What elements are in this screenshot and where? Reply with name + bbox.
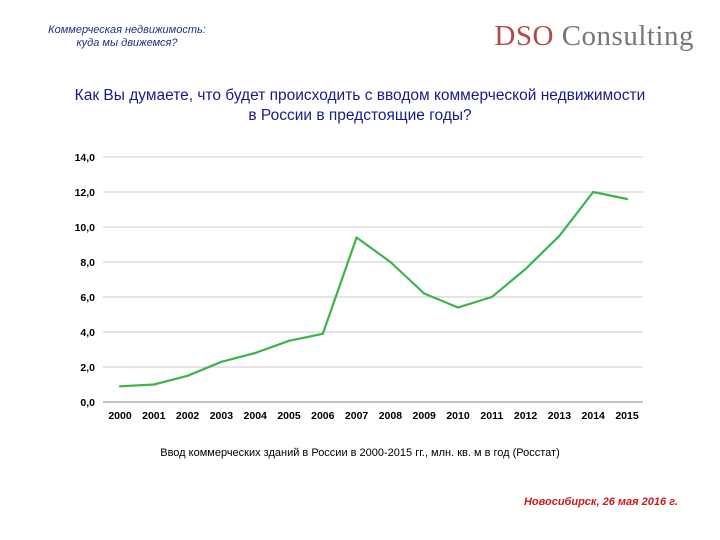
data-point xyxy=(186,374,189,377)
dso-consulting-logo: DSO Consulting xyxy=(494,20,694,53)
data-point xyxy=(423,292,426,295)
x-tick-label: 2010 xyxy=(446,410,470,422)
y-tick-label: 12,0 xyxy=(75,187,96,199)
x-tick-label: 2013 xyxy=(548,410,572,422)
location-date-footer: Новосибирск, 26 мая 2016 г. xyxy=(523,496,678,508)
data-point xyxy=(558,234,561,237)
x-tick-label: 2008 xyxy=(379,410,403,422)
y-tick-label: 4,0 xyxy=(80,327,95,339)
y-tick-label: 10,0 xyxy=(75,222,96,234)
logo-brand: DSO xyxy=(494,20,554,52)
data-point xyxy=(524,267,527,271)
chart-caption: Ввод коммерческих зданий в России в 2000… xyxy=(160,447,560,459)
data-point xyxy=(220,360,223,363)
x-tick-label: 2001 xyxy=(142,410,166,422)
x-tick-label: 2000 xyxy=(108,410,132,422)
presentation-topic: Коммерческая недвижимость: куда мы движе… xyxy=(22,24,232,50)
logo-rest: Consulting xyxy=(561,20,694,52)
data-point xyxy=(287,339,291,342)
y-tick-label: 6,0 xyxy=(80,292,95,304)
x-tick-label: 2014 xyxy=(582,410,606,422)
data-point xyxy=(118,385,122,388)
x-tick-label: 2006 xyxy=(311,410,335,422)
x-tick-label: 2009 xyxy=(413,410,437,422)
x-tick-label: 2005 xyxy=(277,410,301,422)
y-tick-label: 8,0 xyxy=(80,257,95,269)
topic-line-2: куда мы движемся? xyxy=(76,37,178,49)
topic-line-1: Коммерческая недвижимость: xyxy=(48,24,206,36)
series-line xyxy=(119,190,628,388)
x-tick-label: 2003 xyxy=(210,410,234,422)
x-tick-label: 2015 xyxy=(615,410,639,422)
data-point xyxy=(152,383,155,386)
x-tick-label: 2002 xyxy=(176,410,200,422)
x-tick-label: 2007 xyxy=(345,410,369,422)
data-point xyxy=(456,306,460,309)
data-point xyxy=(592,190,595,194)
data-point xyxy=(254,351,257,355)
y-tick-label: 0,0 xyxy=(80,397,95,409)
x-tick-label: 2011 xyxy=(480,410,503,422)
slide-question: Как Вы думаете, что будет происходить с … xyxy=(20,86,700,126)
question-line-2: в России в предстоящие годы? xyxy=(248,107,472,124)
y-tick-label: 14,0 xyxy=(75,152,96,164)
x-tick-label: 2004 xyxy=(244,410,268,422)
data-point xyxy=(625,197,629,201)
data-point xyxy=(490,295,493,299)
question-line-1: Как Вы думаете, что будет происходить с … xyxy=(74,87,646,104)
data-point xyxy=(389,260,392,264)
y-tick-label: 2,0 xyxy=(80,362,95,374)
data-point xyxy=(355,236,358,239)
data-point xyxy=(321,332,324,335)
x-tick-label: 2012 xyxy=(514,410,538,422)
